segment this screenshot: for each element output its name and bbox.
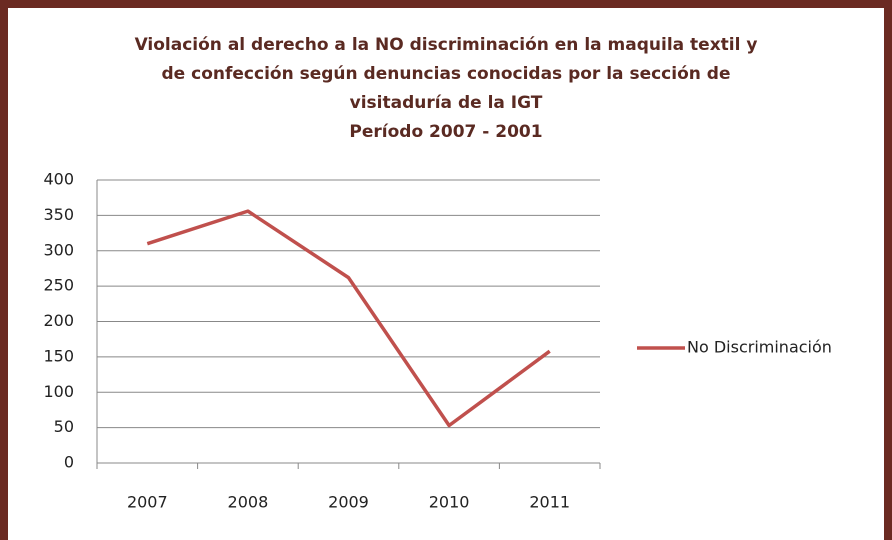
y-tick-label: 350 <box>43 205 74 224</box>
chart-title: Período 2007 - 2001 <box>349 122 542 142</box>
x-tick-label: 2007 <box>127 493 168 512</box>
y-tick-label: 250 <box>43 276 74 295</box>
chart-title: Violación al derecho a la NO discriminac… <box>135 35 758 55</box>
y-tick-label: 50 <box>54 417 74 436</box>
y-tick-label: 0 <box>64 453 74 472</box>
y-tick-label: 300 <box>43 240 74 259</box>
x-tick-label: 2008 <box>228 493 269 512</box>
y-tick-label: 150 <box>43 346 74 365</box>
chart-title: visitaduría de la IGT <box>350 93 543 113</box>
legend-label: No Discriminación <box>687 338 832 357</box>
y-tick-label: 200 <box>43 311 74 330</box>
x-tick-label: 2010 <box>429 493 470 512</box>
chart-title: de confección según denuncias conocidas … <box>162 64 731 84</box>
x-tick-label: 2011 <box>529 493 570 512</box>
x-tick-label: 2009 <box>328 493 369 512</box>
y-tick-label: 100 <box>43 382 74 401</box>
data-line <box>146 209 551 428</box>
y-tick-label: 400 <box>43 170 74 189</box>
